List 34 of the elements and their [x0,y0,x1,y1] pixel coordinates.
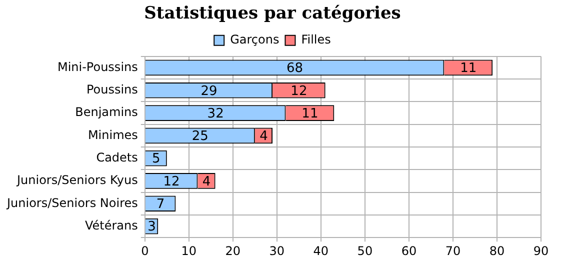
data-label: 3 [148,220,156,235]
x-tick-label: 90 [533,244,549,258]
data-label: 25 [192,129,208,144]
data-label: 7 [156,197,165,212]
data-label: 4 [260,129,268,144]
legend-label: Filles [301,32,331,47]
y-tick-label: Benjamins [75,105,138,120]
x-tick-label: 60 [401,244,417,258]
y-tick-label: Mini-Poussins [57,60,138,74]
x-tick-label: 50 [357,244,373,258]
x-tick-label: 40 [313,244,329,258]
y-tick-label: Juniors/Seniors Noires [6,196,138,210]
legend-label: Garçons [230,32,280,47]
y-tick-label: Vétérans [84,218,138,232]
data-label: 32 [207,106,224,122]
chart-title: Statistiques par catégories [144,4,401,24]
x-tick-label: 30 [269,244,285,258]
x-tick-label: 80 [489,244,505,258]
data-label: 29 [200,84,218,99]
x-tick-label: 0 [141,244,149,258]
data-label: 5 [152,152,160,167]
data-label: 4 [202,174,211,190]
x-tick-label: 20 [225,244,241,258]
y-tick-label: Minimes [88,128,138,142]
data-label: 12 [163,174,180,190]
data-label: 11 [460,61,477,76]
y-tick-label: Juniors/Seniors Kyus [16,173,138,188]
y-tick-label: Poussins [86,82,138,96]
y-tick-label: Cadets [96,150,138,164]
data-label: 11 [302,106,318,122]
data-label: 12 [290,84,308,99]
x-tick-label: 10 [181,244,197,258]
data-label: 68 [286,61,304,76]
x-tick-label: 70 [445,244,461,258]
